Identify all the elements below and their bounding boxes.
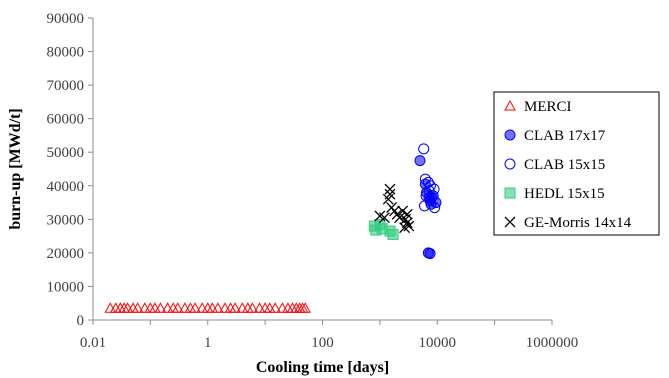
point-merci (171, 302, 184, 313)
legend-box (493, 91, 660, 236)
point-clab-17x17 (424, 248, 436, 260)
legend-marker-clab-15x15 (504, 158, 516, 170)
point-ge-morris-14x14 (374, 210, 386, 222)
legend-label-hedl-15x15: HEDL 15x15 (524, 186, 605, 202)
x-tick-label: 1 (204, 335, 212, 351)
y-tick-label: 0 (77, 313, 85, 329)
series-merci (104, 302, 312, 313)
point-merci (229, 302, 241, 313)
y-tick-label: 40000 (47, 179, 85, 195)
point-ge-morris-14x14 (382, 193, 394, 205)
x-tick-label: 100 (311, 335, 334, 351)
x-tick-label: 0.01 (80, 335, 106, 351)
axes (92, 18, 552, 321)
point-merci (299, 302, 312, 313)
point-hedl-15x15 (387, 228, 399, 240)
point-clab-15x15 (429, 202, 441, 214)
point-ge-morris-14x14 (394, 212, 405, 224)
point-ge-morris-14x14 (401, 208, 413, 220)
point-clab-15x15 (423, 185, 435, 197)
y-tick-label: 30000 (47, 212, 85, 228)
point-ge-morris-14x14 (391, 208, 403, 220)
legend-marker-merci (504, 99, 516, 111)
series-clab-17x17 (414, 155, 442, 260)
data-points (104, 143, 442, 313)
point-clab-15x15 (428, 183, 440, 195)
point-merci (131, 302, 144, 313)
legend-marker-hedl-15x15 (504, 187, 516, 199)
x-axis-title: Cooling time [days] (256, 359, 389, 376)
point-ge-morris-14x14 (397, 205, 409, 217)
x-tick-labels: 0.01 1 100 10000 1000000 (80, 320, 578, 351)
series-hedl-15x15 (368, 218, 399, 240)
point-ge-morris-14x14 (384, 183, 396, 195)
point-merci (212, 302, 224, 313)
legend-marker-clab-17x17 (504, 129, 516, 141)
legend-label-clab-17x17: CLAB 17x17 (524, 128, 606, 144)
series-clab-15x15 (418, 143, 441, 214)
series-ge-morris-14x14 (374, 183, 415, 234)
point-merci (189, 302, 201, 313)
y-tick-labels: 0 10000 20000 30000 40000 50000 60000 70000 8000… (47, 11, 93, 329)
y-tick-label: 90000 (47, 11, 85, 27)
point-ge-morris-14x14 (401, 217, 413, 229)
y-tick-label: 50000 (47, 145, 85, 161)
legend-label-ge-morris-14x14: GE-Morris 14x14 (524, 215, 632, 231)
y-tick-label: 70000 (47, 78, 85, 94)
point-merci (269, 302, 282, 313)
y-tick-label: 10000 (47, 279, 85, 295)
point-merci (154, 302, 167, 313)
point-clab-15x15 (422, 176, 434, 188)
y-tick-label: 20000 (47, 246, 85, 262)
point-clab-17x17 (414, 155, 426, 167)
y-tick-label: 60000 (47, 112, 85, 128)
point-merci (246, 302, 259, 313)
x-tick-label: 1000000 (526, 335, 579, 351)
point-clab-15x15 (424, 180, 436, 192)
legend-label-merci: MERCI (524, 99, 572, 115)
legend: MERCI CLAB 17x17 CLAB 15x15 HEDL 15x15 GE-Mo… (493, 91, 660, 236)
y-axis-title: burn-up [MWd/t] (7, 108, 24, 229)
x-tick-label: 10000 (419, 335, 457, 351)
point-clab-15x15 (418, 143, 430, 155)
y-tick-label: 80000 (47, 45, 85, 61)
point-ge-morris-14x14 (399, 222, 411, 234)
legend-label-clab-15x15: CLAB 15x15 (524, 157, 605, 173)
legend-marker-ge-morris-14x14 (504, 216, 516, 228)
